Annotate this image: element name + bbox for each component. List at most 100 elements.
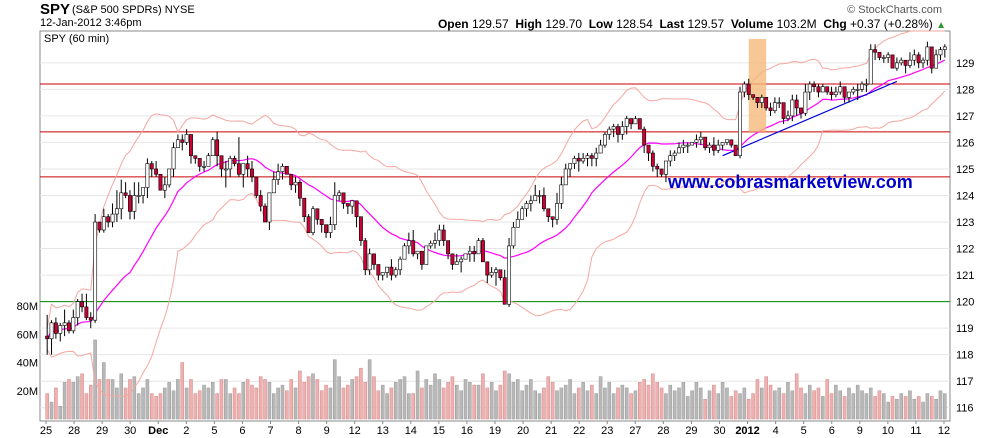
candle: [332, 182, 337, 230]
candle: [807, 81, 812, 100]
candle: [345, 203, 350, 215]
candle-body: [332, 195, 337, 225]
volume-bar: [115, 387, 119, 420]
candle: [232, 155, 237, 167]
candle: [603, 131, 607, 148]
candle: [476, 237, 481, 255]
candle-body: [607, 128, 612, 135]
volume-bar: [306, 376, 311, 420]
candle: [311, 206, 315, 236]
candle: [428, 240, 433, 249]
candle: [302, 197, 307, 223]
price-tick-label: 123: [956, 217, 974, 229]
candle: [376, 264, 381, 281]
candle-body: [559, 184, 564, 204]
candle-body: [197, 158, 202, 167]
time-tick-label: 7: [267, 425, 273, 437]
volume-bar: [494, 390, 498, 420]
time-tick-label: 13: [377, 425, 389, 437]
volume-bar: [481, 373, 485, 420]
candle-body: [110, 213, 115, 223]
time-tick-label: 11: [910, 425, 921, 437]
candle: [110, 203, 115, 228]
candle-body: [668, 155, 673, 162]
candle-body: [419, 250, 424, 265]
volume-bar: [171, 390, 176, 420]
candle: [193, 155, 198, 164]
volume-bar: [311, 373, 315, 420]
candle: [794, 94, 799, 116]
candle-body: [921, 59, 925, 64]
candles: [45, 41, 947, 355]
volume-bar: [402, 376, 407, 420]
candle: [223, 161, 228, 188]
candle-body: [398, 258, 403, 271]
volume-bar: [206, 387, 211, 420]
candle: [119, 179, 124, 220]
candle-body: [193, 155, 198, 159]
candle: [890, 54, 895, 69]
candle-body: [254, 176, 259, 196]
candle: [899, 57, 904, 66]
candle: [664, 160, 668, 183]
candle: [393, 267, 398, 278]
candle-body: [568, 163, 573, 170]
volume-bar: [45, 393, 49, 420]
candle-body: [67, 322, 71, 332]
candle-body: [725, 139, 729, 143]
volume-tick-label: 60M: [17, 329, 38, 341]
upper-band-line: [46, 30, 945, 329]
candle-body: [380, 272, 385, 276]
time-tick-label: 6: [239, 425, 245, 437]
candle: [324, 224, 328, 238]
candle: [942, 44, 947, 58]
candle: [655, 163, 660, 177]
volume-bar: [411, 393, 415, 420]
candle-body: [106, 216, 111, 223]
volume-bars: [45, 339, 947, 420]
volume-bar: [106, 379, 110, 420]
price-axis: 116 117 118 119 120 121 122 123 124 125 126 127 128 1…: [956, 58, 974, 415]
volume-bar: [163, 387, 167, 420]
volume-bar: [354, 376, 359, 420]
candle-body: [354, 200, 359, 218]
candle-body: [437, 229, 442, 241]
candle: [463, 253, 468, 260]
volume-bar: [877, 390, 882, 420]
volume-bar: [250, 384, 254, 420]
candle: [271, 171, 276, 194]
candle-body: [942, 46, 947, 50]
candle: [847, 91, 851, 103]
volume-bar: [136, 393, 141, 420]
volume-bar: [903, 396, 908, 420]
candle-body: [585, 155, 590, 159]
candle-body: [690, 142, 695, 146]
candle-body: [934, 54, 939, 69]
candle-body: [890, 54, 895, 69]
candle: [114, 190, 119, 223]
candle: [53, 317, 58, 339]
candle-body: [71, 317, 76, 332]
price-tick-label: 128: [956, 84, 974, 96]
volume-bar: [271, 393, 276, 420]
volume-bar: [659, 387, 664, 420]
candle-body: [315, 208, 320, 220]
candle-body: [149, 163, 154, 170]
candle: [141, 187, 145, 204]
time-tick-label: 28: [68, 425, 80, 437]
watermark-url: www.cobrasmarketview.com: [667, 172, 913, 192]
candle: [781, 102, 786, 124]
candle-body: [393, 269, 398, 276]
candle: [250, 161, 254, 183]
candle-body: [520, 208, 525, 220]
candle-body: [302, 197, 307, 218]
volume-bar: [694, 382, 699, 420]
candle-body: [358, 216, 363, 241]
candle: [210, 137, 215, 156]
time-axis: 25 28 29 30 Dec 2 5 6 7 8 9 12 13 14 15 16 19 20 21 22 23 27 2…: [40, 421, 950, 437]
volume-bar: [511, 382, 516, 420]
price-tick-label: 120: [956, 297, 974, 309]
time-tick-label: 21: [545, 425, 557, 437]
candle: [437, 224, 442, 246]
candle: [533, 184, 538, 202]
